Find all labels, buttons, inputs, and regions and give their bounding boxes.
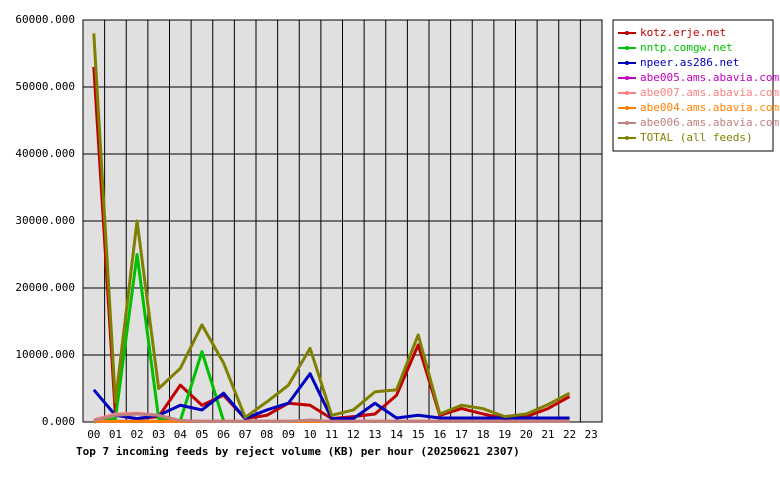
legend-marker <box>625 136 629 140</box>
y-tick-label: 20000.000 <box>15 281 75 294</box>
x-tick-label: 15 <box>412 428 425 441</box>
legend-marker <box>625 121 629 125</box>
series-line <box>93 412 570 423</box>
x-tick-label: 03 <box>152 428 165 441</box>
y-tick-label: 30000.000 <box>15 214 75 227</box>
x-tick-label: 01 <box>109 428 122 441</box>
legend-label: abe006.ams.abavia.com <box>640 116 779 129</box>
x-tick-label: 12 <box>347 428 360 441</box>
legend-label: abe005.ams.abavia.com <box>640 71 779 84</box>
x-tick-label: 05 <box>195 428 208 441</box>
x-tick-label: 00 <box>87 428 100 441</box>
x-tick-label: 10 <box>303 428 316 441</box>
legend-label: kotz.erje.net <box>640 26 726 39</box>
x-tick-label: 20 <box>520 428 533 441</box>
legend-label: npeer.as286.net <box>640 56 739 69</box>
series-line <box>93 253 225 424</box>
x-tick-label: 16 <box>433 428 446 441</box>
x-tick-label: 08 <box>260 428 273 441</box>
x-tick-label: 11 <box>325 428 338 441</box>
legend-marker <box>625 31 629 35</box>
series-line <box>92 372 570 421</box>
x-tick-label: 07 <box>239 428 252 441</box>
x-tick-label: 17 <box>455 428 468 441</box>
x-tick-label: 09 <box>282 428 295 441</box>
legend <box>612 19 774 152</box>
y-tick-label: 60000.000 <box>15 13 75 26</box>
legend-label: abe004.ams.abavia.com <box>640 101 779 114</box>
y-tick-label: 50000.000 <box>15 80 75 93</box>
legend-label: nntp.comgw.net <box>640 41 733 54</box>
legend-marker <box>625 106 629 110</box>
chart-title: Top 7 incoming feeds by reject volume (K… <box>76 445 520 458</box>
x-tick-label: 14 <box>390 428 404 441</box>
legend-marker <box>625 76 629 80</box>
x-tick-label: 18 <box>476 428 489 441</box>
x-tick-label: 23 <box>585 428 598 441</box>
legend-marker <box>625 61 629 65</box>
x-tick-label: 19 <box>498 428 511 441</box>
x-tick-label: 04 <box>174 428 188 441</box>
y-tick-label: 40000.000 <box>15 147 75 160</box>
x-tick-label: 02 <box>130 428 143 441</box>
x-tick-label: 13 <box>368 428 381 441</box>
legend-label: abe007.ams.abavia.com <box>640 86 779 99</box>
x-tick-label: 21 <box>541 428 554 441</box>
x-tick-label: 06 <box>217 428 230 441</box>
y-tick-label: 10000.000 <box>15 348 75 361</box>
legend-label: TOTAL (all feeds) <box>640 131 753 144</box>
x-tick-label: 22 <box>563 428 576 441</box>
y-tick-label: 0.000 <box>42 415 75 428</box>
series-line <box>92 33 571 419</box>
legend-marker <box>625 46 629 50</box>
legend-marker <box>625 91 629 95</box>
